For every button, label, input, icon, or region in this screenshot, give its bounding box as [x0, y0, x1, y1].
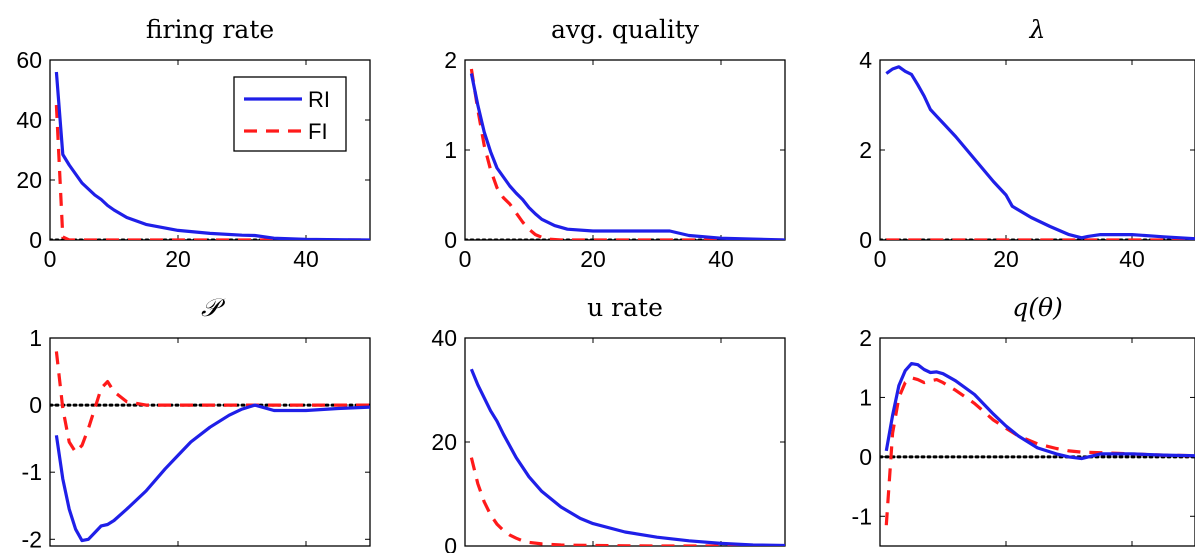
panel-avg-quality-xtick-label: 0 — [459, 246, 472, 272]
panel-u-rate-axes-box — [464, 337, 786, 547]
panel-lambda-ytick-label: 4 — [859, 47, 872, 73]
panel-avg-quality-axes-box — [464, 59, 786, 241]
legend-label-ri: RI — [308, 87, 330, 112]
panel-q-theta-ytick-label: 2 — [859, 325, 872, 351]
panel-lambda-ytick-label: 0 — [859, 227, 872, 253]
panel-lambda-xtick-label: 20 — [993, 246, 1019, 272]
panel-p-script-ytick-label: 1 — [29, 325, 42, 351]
panel-lambda-xtick-label: 40 — [1119, 246, 1145, 272]
panel-lambda: λ 0 20 40 0 2 4 — [859, 15, 1195, 272]
panel-lambda-xtick-label: 0 — [874, 246, 887, 272]
legend-label-fi: FI — [308, 119, 328, 144]
panel-avg-quality-xtick-label: 40 — [708, 246, 734, 272]
panel-u-rate-series-ri — [469, 368, 785, 546]
panel-p-script-title: 𝒫 — [201, 293, 226, 322]
panel-firing-rate-series-fi — [54, 104, 370, 240]
panel-firing-rate-ytick-label: 60 — [16, 47, 42, 73]
panel-lambda-axes-box — [879, 59, 1195, 241]
panel-q-theta-series-fi — [884, 376, 1195, 526]
panel-p-script: 𝒫02040-2-101 — [22, 293, 371, 553]
panel-q-theta-ytick-label: 1 — [859, 384, 872, 410]
panel-p-script-ytick-label: -1 — [22, 459, 42, 485]
panel-firing-rate-ytick-label: 40 — [16, 107, 42, 133]
panel-firing-rate-title: firing rate — [146, 15, 274, 44]
panel-firing-rate-xtick-label: 20 — [165, 246, 191, 272]
panel-q-theta-ytick-label: 0 — [859, 444, 872, 470]
panel-avg-quality-series-fi — [469, 68, 785, 240]
legend-box — [233, 76, 347, 152]
panel-firing-rate-legend: RI FI — [233, 76, 347, 152]
panel-firing-rate-series-ri — [54, 71, 370, 240]
panel-p-script-ytick-label: 0 — [29, 392, 42, 418]
panel-avg-quality-ytick-label: 2 — [444, 47, 457, 73]
panel-avg-quality-ytick-label: 0 — [444, 227, 457, 253]
panel-u-rate-ytick-label: 0 — [444, 533, 457, 553]
panel-u-rate-series-fi — [469, 457, 785, 546]
panel-u-rate-ytick-label: 20 — [431, 429, 457, 455]
panel-avg-quality-ytick-label: 1 — [444, 137, 457, 163]
panel-q-theta-axes-box — [879, 337, 1195, 547]
panel-p-script-axes-box — [49, 337, 371, 547]
panel-u-rate-title: u rate — [587, 293, 663, 322]
panel-lambda-title: λ — [1029, 15, 1046, 44]
panel-p-script-ytick-label: -2 — [22, 526, 42, 552]
panel-avg-quality: avg. quality 0 20 40 0 1 2 — [444, 15, 786, 272]
panel-avg-quality-title: avg. quality — [551, 15, 700, 44]
panel-firing-rate-ytick-label: 20 — [16, 167, 42, 193]
panel-p-script-series-ri — [54, 403, 370, 543]
panel-p-script-series-fi — [54, 351, 370, 454]
panel-firing-rate-xtick-label: 0 — [44, 246, 57, 272]
panel-avg-quality-series-ri — [469, 73, 785, 240]
panel-q-theta-title: q(θ) — [1012, 293, 1063, 322]
panel-u-rate-ytick-label: 40 — [431, 325, 457, 351]
panel-avg-quality-xtick-label: 20 — [580, 246, 606, 272]
panel-firing-rate-xtick-label: 40 — [293, 246, 319, 272]
panel-firing-rate-ytick-label: 0 — [29, 227, 42, 253]
panel-q-theta-ytick-label: -1 — [852, 503, 872, 529]
panel-q-theta-series-ri — [884, 362, 1195, 461]
panel-firing-rate: firing rate 0 20 40 0 20 40 60 RI FI — [16, 15, 371, 272]
panel-lambda-ytick-label: 2 — [859, 137, 872, 163]
panel-lambda-series-ri — [885, 65, 1195, 240]
